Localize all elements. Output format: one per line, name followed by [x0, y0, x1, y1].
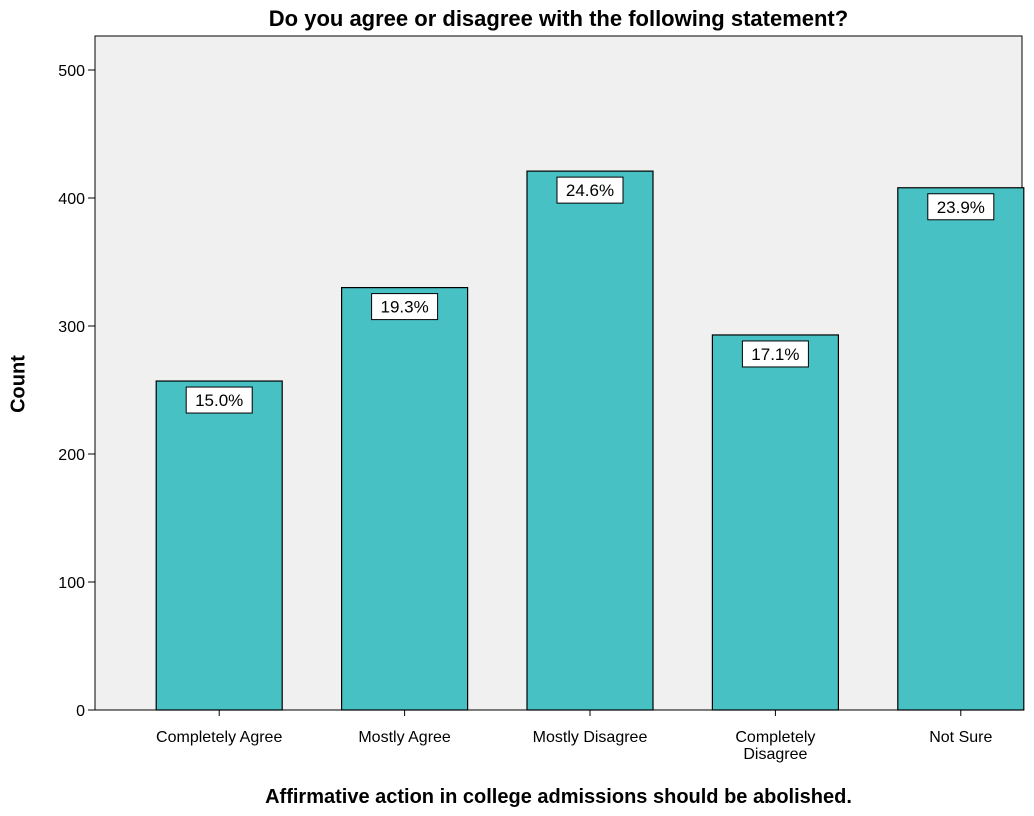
x-tick-label: Not Sure — [929, 729, 992, 746]
chart-title: Do you agree or disagree with the follow… — [268, 6, 849, 31]
bar — [155, 380, 283, 711]
y-axis: 0 100 200 300 400 500 — [58, 63, 95, 720]
x-tick-label: Mostly Disagree — [533, 729, 648, 746]
x-axis-title: Affirmative action in college admissions… — [265, 786, 852, 808]
data-label-box — [371, 293, 439, 321]
y-tick-label: 0 — [76, 703, 85, 720]
bars: 15.0% 19.3% 24.6% 17.1% 23.9% — [155, 170, 1025, 711]
data-label-box — [185, 386, 253, 414]
data-label: 24.6% — [566, 181, 614, 200]
data-label: 23.9% — [937, 198, 985, 217]
y-tick-label: 100 — [58, 575, 85, 592]
x-tick-label: Disagree — [743, 746, 807, 763]
data-label: 15.0% — [195, 391, 243, 410]
y-tick-label: 300 — [58, 319, 85, 336]
data-label-box — [556, 176, 624, 204]
bar — [526, 170, 654, 711]
x-axis: Completely Agree Mostly Agree Mostly Disag… — [156, 710, 992, 763]
data-label: 19.3% — [380, 298, 428, 317]
y-tick-label: 500 — [58, 63, 85, 80]
bar — [341, 287, 469, 711]
data-label: 17.1% — [751, 345, 799, 364]
y-tick-label: 400 — [58, 191, 85, 208]
x-tick-label: Completely — [735, 729, 815, 746]
x-tick-label: Completely Agree — [156, 729, 282, 746]
data-label-box — [927, 193, 995, 221]
bar — [711, 334, 840, 711]
x-tick-label: Mostly Agree — [358, 729, 451, 746]
bar — [897, 187, 1025, 711]
data-label-box — [741, 340, 809, 368]
y-axis-title: Count — [7, 355, 30, 413]
y-tick-label: 200 — [58, 447, 85, 464]
